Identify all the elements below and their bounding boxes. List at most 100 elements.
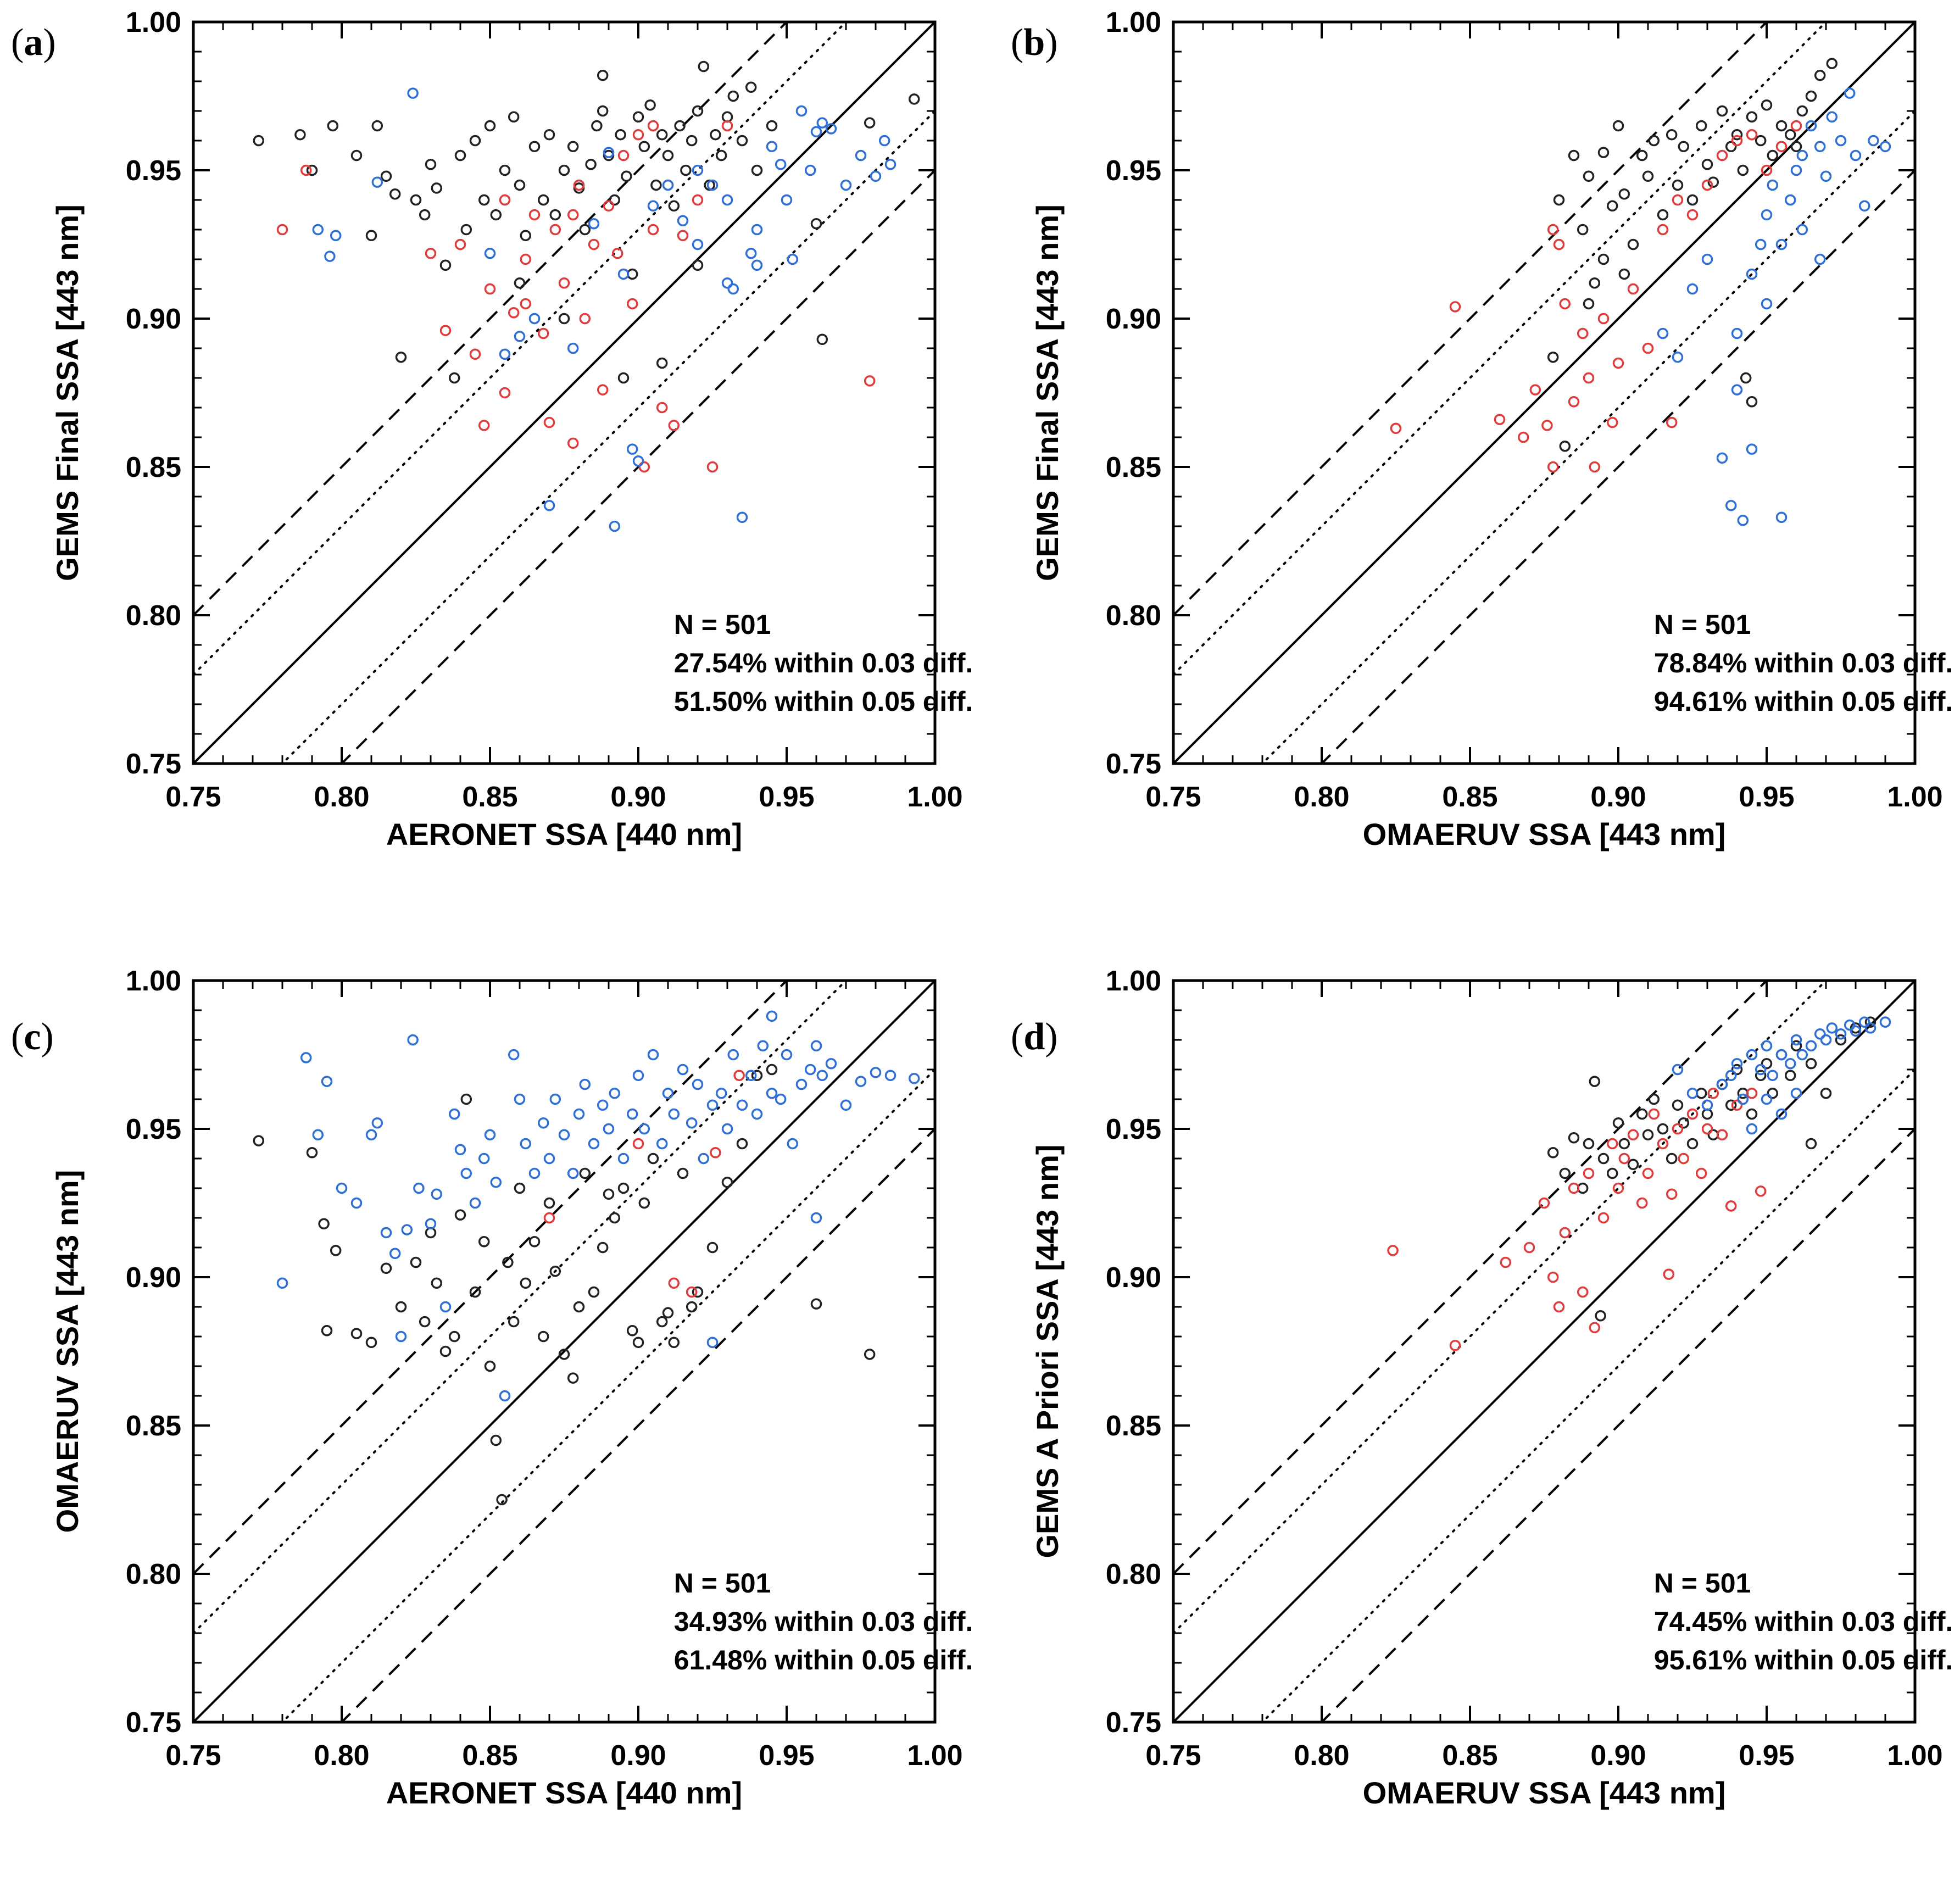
data-point-red: [520, 253, 532, 265]
x-tick-label: 1.00: [1887, 781, 1942, 813]
data-point-black: [448, 372, 460, 384]
x-tick-label: 0.85: [1442, 781, 1497, 813]
data-point-black: [558, 164, 570, 176]
data-point-blue: [795, 105, 808, 117]
data-point-black: [350, 149, 363, 162]
data-point-red: [1589, 1322, 1601, 1334]
data-point-blue: [1701, 253, 1713, 265]
data-point-red: [1707, 1087, 1719, 1099]
panel-d: 0.750.75 0.80 0.80 0.85 0.85 0.90 0.90 0.95 0.95…: [1011, 965, 1953, 1810]
data-point-black: [567, 1372, 579, 1384]
data-point-black: [1612, 120, 1624, 132]
y-tick-label: 0.85: [126, 1410, 181, 1442]
data-point-black: [656, 1316, 668, 1328]
reference-lines: [193, 981, 935, 1722]
data-point-blue: [1826, 111, 1838, 123]
data-point-black: [469, 135, 481, 147]
panel-label: (c): [11, 1016, 54, 1058]
x-tick-label: 0.95: [1739, 1740, 1794, 1772]
x-tick-label: 0.90: [610, 1740, 666, 1772]
data-point-black: [632, 111, 644, 123]
data-point-red: [1746, 129, 1758, 141]
data-point-blue: [632, 455, 644, 467]
data-point-black: [1597, 147, 1610, 158]
data-point-blue: [1814, 253, 1826, 265]
data-point-blue: [1731, 327, 1743, 339]
x-tick-label: 0.85: [462, 1740, 517, 1772]
data-point-red: [1577, 1286, 1589, 1298]
data-point-blue: [484, 1129, 496, 1141]
data-point-black: [490, 209, 502, 221]
data-point-black: [692, 105, 704, 117]
x-tick-label: 0.80: [314, 1740, 369, 1772]
data-point-blue: [603, 147, 615, 158]
data-point-black: [1835, 1034, 1847, 1046]
data-point-black: [647, 1152, 659, 1165]
data-point-blue: [469, 1197, 481, 1209]
data-point-blue: [520, 1138, 532, 1150]
x-tick-label: 0.95: [759, 781, 814, 813]
data-point-blue: [745, 247, 757, 259]
data-point-blue: [312, 1129, 324, 1141]
annotation-count: N = 501: [1654, 1568, 1751, 1599]
data-point-blue: [757, 1040, 769, 1052]
data-point-black: [1583, 298, 1595, 310]
data-point-blue: [558, 1129, 570, 1141]
data-point-red: [300, 164, 312, 176]
data-point-black: [810, 1298, 822, 1310]
data-point-blue: [677, 1064, 689, 1076]
data-point-black: [1583, 170, 1595, 182]
data-point-black: [1725, 1099, 1737, 1111]
data-point-black: [677, 1167, 689, 1179]
data-point-black: [371, 120, 383, 132]
data-point-red: [454, 238, 466, 250]
data-point-black: [558, 1349, 570, 1360]
annotation-count: N = 501: [674, 609, 771, 640]
data-point-black: [686, 1301, 698, 1313]
data-point-red: [1553, 1301, 1565, 1313]
data-point-blue: [330, 230, 342, 242]
data-point-red: [558, 277, 570, 289]
reference-line-dashed: [340, 169, 935, 764]
data-point-red: [706, 461, 719, 473]
reference-line-dashed: [1320, 1128, 1915, 1722]
annotation-within-005: 95.61% within 0.05 diff.: [1654, 1645, 1953, 1675]
data-point-black: [528, 1235, 541, 1248]
x-axis-label: OMAERUV SSA [443 nm]: [1363, 1775, 1726, 1810]
data-point-red: [1672, 1123, 1684, 1135]
data-point-black: [496, 1494, 508, 1506]
data-point-blue: [775, 158, 787, 170]
data-point-black: [294, 129, 306, 141]
data-point-black: [1826, 58, 1838, 69]
data-point-black: [597, 69, 609, 81]
data-point-red: [1597, 313, 1610, 325]
reference-line-dotted: [193, 22, 848, 676]
x-tick-label: 1.00: [1887, 1740, 1942, 1772]
data-point-black: [380, 170, 392, 182]
data-point-black: [908, 93, 920, 105]
data-point-black: [1716, 105, 1728, 117]
data-point-black: [1767, 149, 1779, 162]
data-point-red: [733, 1070, 745, 1082]
y-axis-label: OMAERUV SSA [443 nm]: [50, 1170, 85, 1533]
reference-line-dotted: [1261, 110, 1915, 764]
data-point-blue: [706, 179, 719, 191]
data-point-blue: [371, 1117, 383, 1129]
data-point-red: [1390, 422, 1402, 435]
data-point-blue: [1796, 149, 1808, 162]
y-axis-label: GEMS Final SSA [443 nm]: [50, 204, 85, 581]
data-point-black: [365, 230, 377, 242]
data-point-red: [1547, 461, 1559, 473]
data-point-black: [1775, 120, 1788, 132]
data-point-black: [617, 1182, 630, 1194]
data-point-blue: [706, 1099, 719, 1111]
data-point-blue: [490, 1176, 502, 1188]
data-point-black: [1805, 1057, 1817, 1070]
data-point-blue: [448, 1108, 460, 1120]
data-point-red: [549, 224, 561, 236]
data-point-blue: [647, 1049, 659, 1061]
data-point-blue: [1835, 1028, 1847, 1040]
data-point-black: [490, 1434, 502, 1446]
data-point-black: [1761, 99, 1773, 111]
data-point-red: [1695, 1167, 1707, 1179]
